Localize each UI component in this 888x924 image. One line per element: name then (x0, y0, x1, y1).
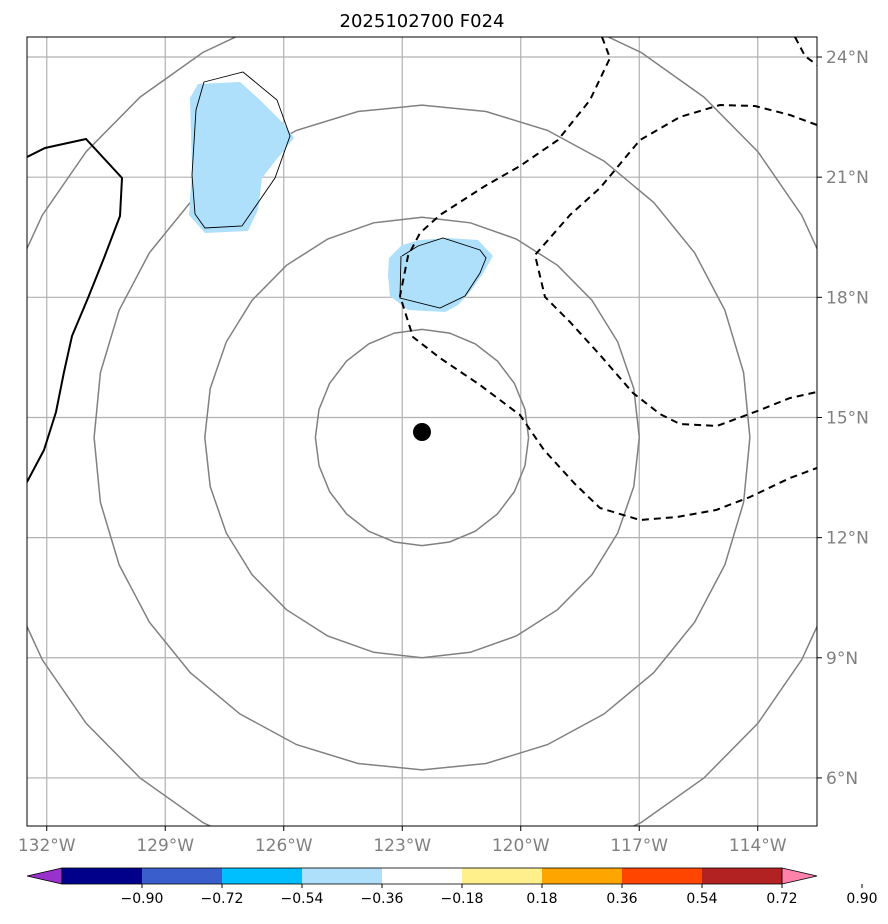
solid-contour-west (27, 137, 124, 483)
map-frame (26, 36, 818, 827)
colorbar-under-arrow (26, 867, 63, 885)
colorbar-tick-label: 0.18 (526, 891, 557, 907)
colorbar-segment (382, 868, 463, 884)
shaded-region-northwest (189, 82, 294, 233)
colorbar-tick-label: −0.54 (281, 891, 324, 907)
lon-tick-label: 132°W (18, 836, 76, 856)
colorbar-tick-label: −0.90 (121, 891, 164, 907)
lon-tick-label: 117°W (610, 836, 668, 856)
colorbar-segment (302, 868, 383, 884)
lat-tick-label: 15°N (826, 408, 869, 428)
lon-tick-label: 114°W (729, 836, 787, 856)
lon-tick-label: 129°W (136, 836, 194, 856)
lat-tick-label: 18°N (826, 288, 869, 308)
lon-tick-label: 120°W (492, 836, 550, 856)
colorbar-tick-label: −0.72 (201, 891, 244, 907)
colorbar-tick-label: 0.54 (686, 891, 717, 907)
center-marker (413, 423, 431, 441)
colorbar-tick-label: 0.90 (846, 891, 877, 907)
colorbar-tick-label: −0.36 (361, 891, 404, 907)
lat-tick-label: 12°N (826, 529, 869, 549)
range-rings (27, 37, 817, 826)
colorbar-segment (222, 868, 303, 884)
thin-contours (191, 71, 487, 309)
dashed-contour-a (398, 37, 817, 522)
range-ring-1 (314, 328, 530, 547)
colorbar-tick-label: 0.72 (766, 891, 797, 907)
colorbar-segment (142, 868, 223, 884)
colorbar: −0.90 −0.72 −0.54 −0.36 −0.18 0.18 0.36 0.54 0.7… (26, 867, 878, 907)
dashed-contours (398, 37, 817, 522)
map-area (27, 37, 817, 826)
lat-tick-label: 9°N (826, 649, 858, 669)
colorbar-segment (542, 868, 623, 884)
lat-tick-label: 24°N (826, 48, 869, 68)
thin-contour-center (399, 237, 487, 309)
colorbar-segment (622, 868, 703, 884)
colorbar-frame (61, 867, 783, 885)
range-ring-3 (93, 104, 751, 771)
lat-tick-label: 21°N (826, 168, 869, 188)
lon-tick-label: 123°W (373, 836, 431, 856)
range-ring-4 (27, 37, 817, 826)
range-ring-2 (204, 216, 641, 659)
lon-tick-label: 126°W (255, 836, 313, 856)
solid-contour (27, 137, 124, 483)
map-title: 2025102700 F024 (340, 11, 505, 32)
longitude-ticks: 132°W 129°W 126°W 123°W 120°W 117°W 114°W (18, 826, 787, 856)
colorbar-tick-label: 0.36 (606, 891, 637, 907)
colorbar-over-arrow (781, 867, 818, 885)
colorbar-tick-label: −0.18 (441, 891, 484, 907)
dashed-contour-c (794, 37, 817, 66)
latitude-ticks: 24°N 21°N 18°N 15°N 12°N 9°N 6°N (817, 48, 869, 789)
dashed-contour-b (533, 103, 817, 428)
lat-tick-label: 6°N (826, 769, 858, 789)
colorbar-segment (62, 868, 143, 884)
thin-contour-northwest (191, 71, 291, 229)
colorbar-segment (702, 868, 783, 884)
colorbar-segment (462, 868, 543, 884)
